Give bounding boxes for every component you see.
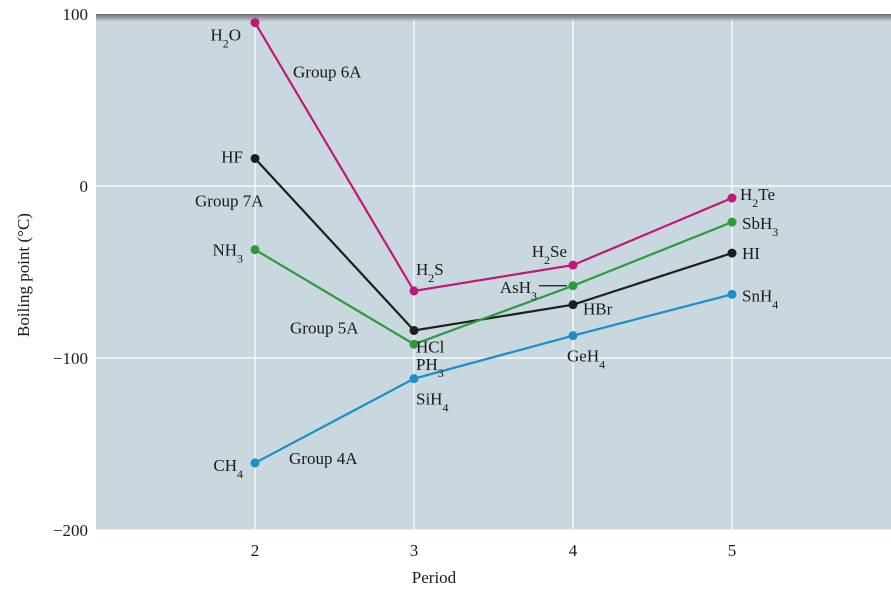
group-5a-group-label: Group 5A [290,319,359,338]
group-5a-point [250,245,260,255]
group-7a-point [250,153,260,163]
point-label: HF [221,147,243,166]
group-6a-point [409,286,419,296]
point-label: HI [742,244,760,263]
point-label: SbH3 [742,214,778,239]
plot-background [96,14,891,530]
point-label: SnH4 [742,286,778,311]
group-5a-line [254,221,733,346]
y-tick-label: 100 [63,5,89,24]
y-tick-label: −200 [53,521,88,540]
x-tick-label: 5 [728,541,737,560]
group-5a-point [727,217,737,227]
group-6a-point [250,18,260,28]
group-4a-point [727,289,737,299]
group-5a-point [409,339,419,349]
point-label: HBr [583,300,613,319]
point-label: HCl [416,337,445,356]
x-tick-label: 4 [569,541,578,560]
point-label: GeH4 [567,347,605,372]
labels-group: H2O H2S H2Se H2Te Group 6A HF HCl HBr HI Group 7A… [195,26,778,481]
group-4a-point [409,374,419,384]
group-7a-point [409,325,419,335]
group-7a-point [727,248,737,258]
group-4a-point [250,458,260,468]
group-7a-point [568,300,578,310]
y-tick-label: −100 [53,349,88,368]
point-label: SiH4 [416,390,448,415]
x-axis-title: Period [412,568,457,587]
group-4a-point [568,331,578,341]
group-4a-group-label: Group 4A [289,449,358,468]
group-6a-group-label: Group 6A [293,63,362,82]
point-label: NH3 [212,241,243,266]
group-4a-line [254,293,733,464]
point-label: H2S [416,260,444,285]
y-axis-title: Boiling point (°C) [14,213,33,337]
point-label: H2O [210,26,241,51]
group-6a-line [254,22,733,293]
plot-top-shadow [96,14,891,22]
axes: 2 3 4 5 100 0 −100 −200 [53,5,736,560]
group-5a-point [568,281,578,291]
point-label: H2Te [740,185,775,210]
point-label: PH3 [416,355,444,380]
group-7a-group-label: Group 7A [195,191,264,210]
group-6a-point [568,260,578,270]
point-label: AsH3 [500,278,537,303]
series-group [250,18,737,468]
group-6a-point [727,193,737,203]
x-tick-label: 2 [251,541,260,560]
x-tick-label: 3 [410,541,419,560]
y-tick-label: 0 [80,177,89,196]
group-7a-line [254,157,733,332]
point-label: CH4 [213,456,243,481]
point-label: H2Se [532,242,567,267]
